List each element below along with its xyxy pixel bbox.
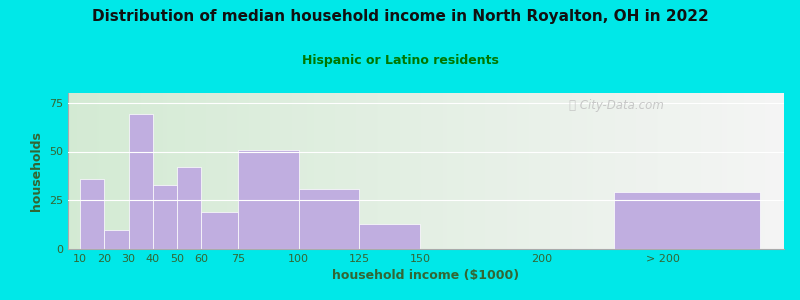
- Text: Distribution of median household income in North Royalton, OH in 2022: Distribution of median household income …: [92, 9, 708, 24]
- Bar: [129, 114, 153, 249]
- Bar: [153, 184, 178, 249]
- Bar: [359, 224, 420, 249]
- Text: ⓘ City-Data.com: ⓘ City-Data.com: [570, 99, 664, 112]
- X-axis label: household income ($1000): household income ($1000): [333, 269, 519, 282]
- Bar: [80, 179, 105, 249]
- Bar: [614, 193, 760, 249]
- Bar: [105, 230, 129, 249]
- Bar: [298, 188, 359, 249]
- Y-axis label: households: households: [30, 131, 43, 211]
- Bar: [202, 212, 238, 249]
- Text: Hispanic or Latino residents: Hispanic or Latino residents: [302, 54, 498, 67]
- Bar: [238, 149, 298, 249]
- Bar: [178, 167, 202, 249]
